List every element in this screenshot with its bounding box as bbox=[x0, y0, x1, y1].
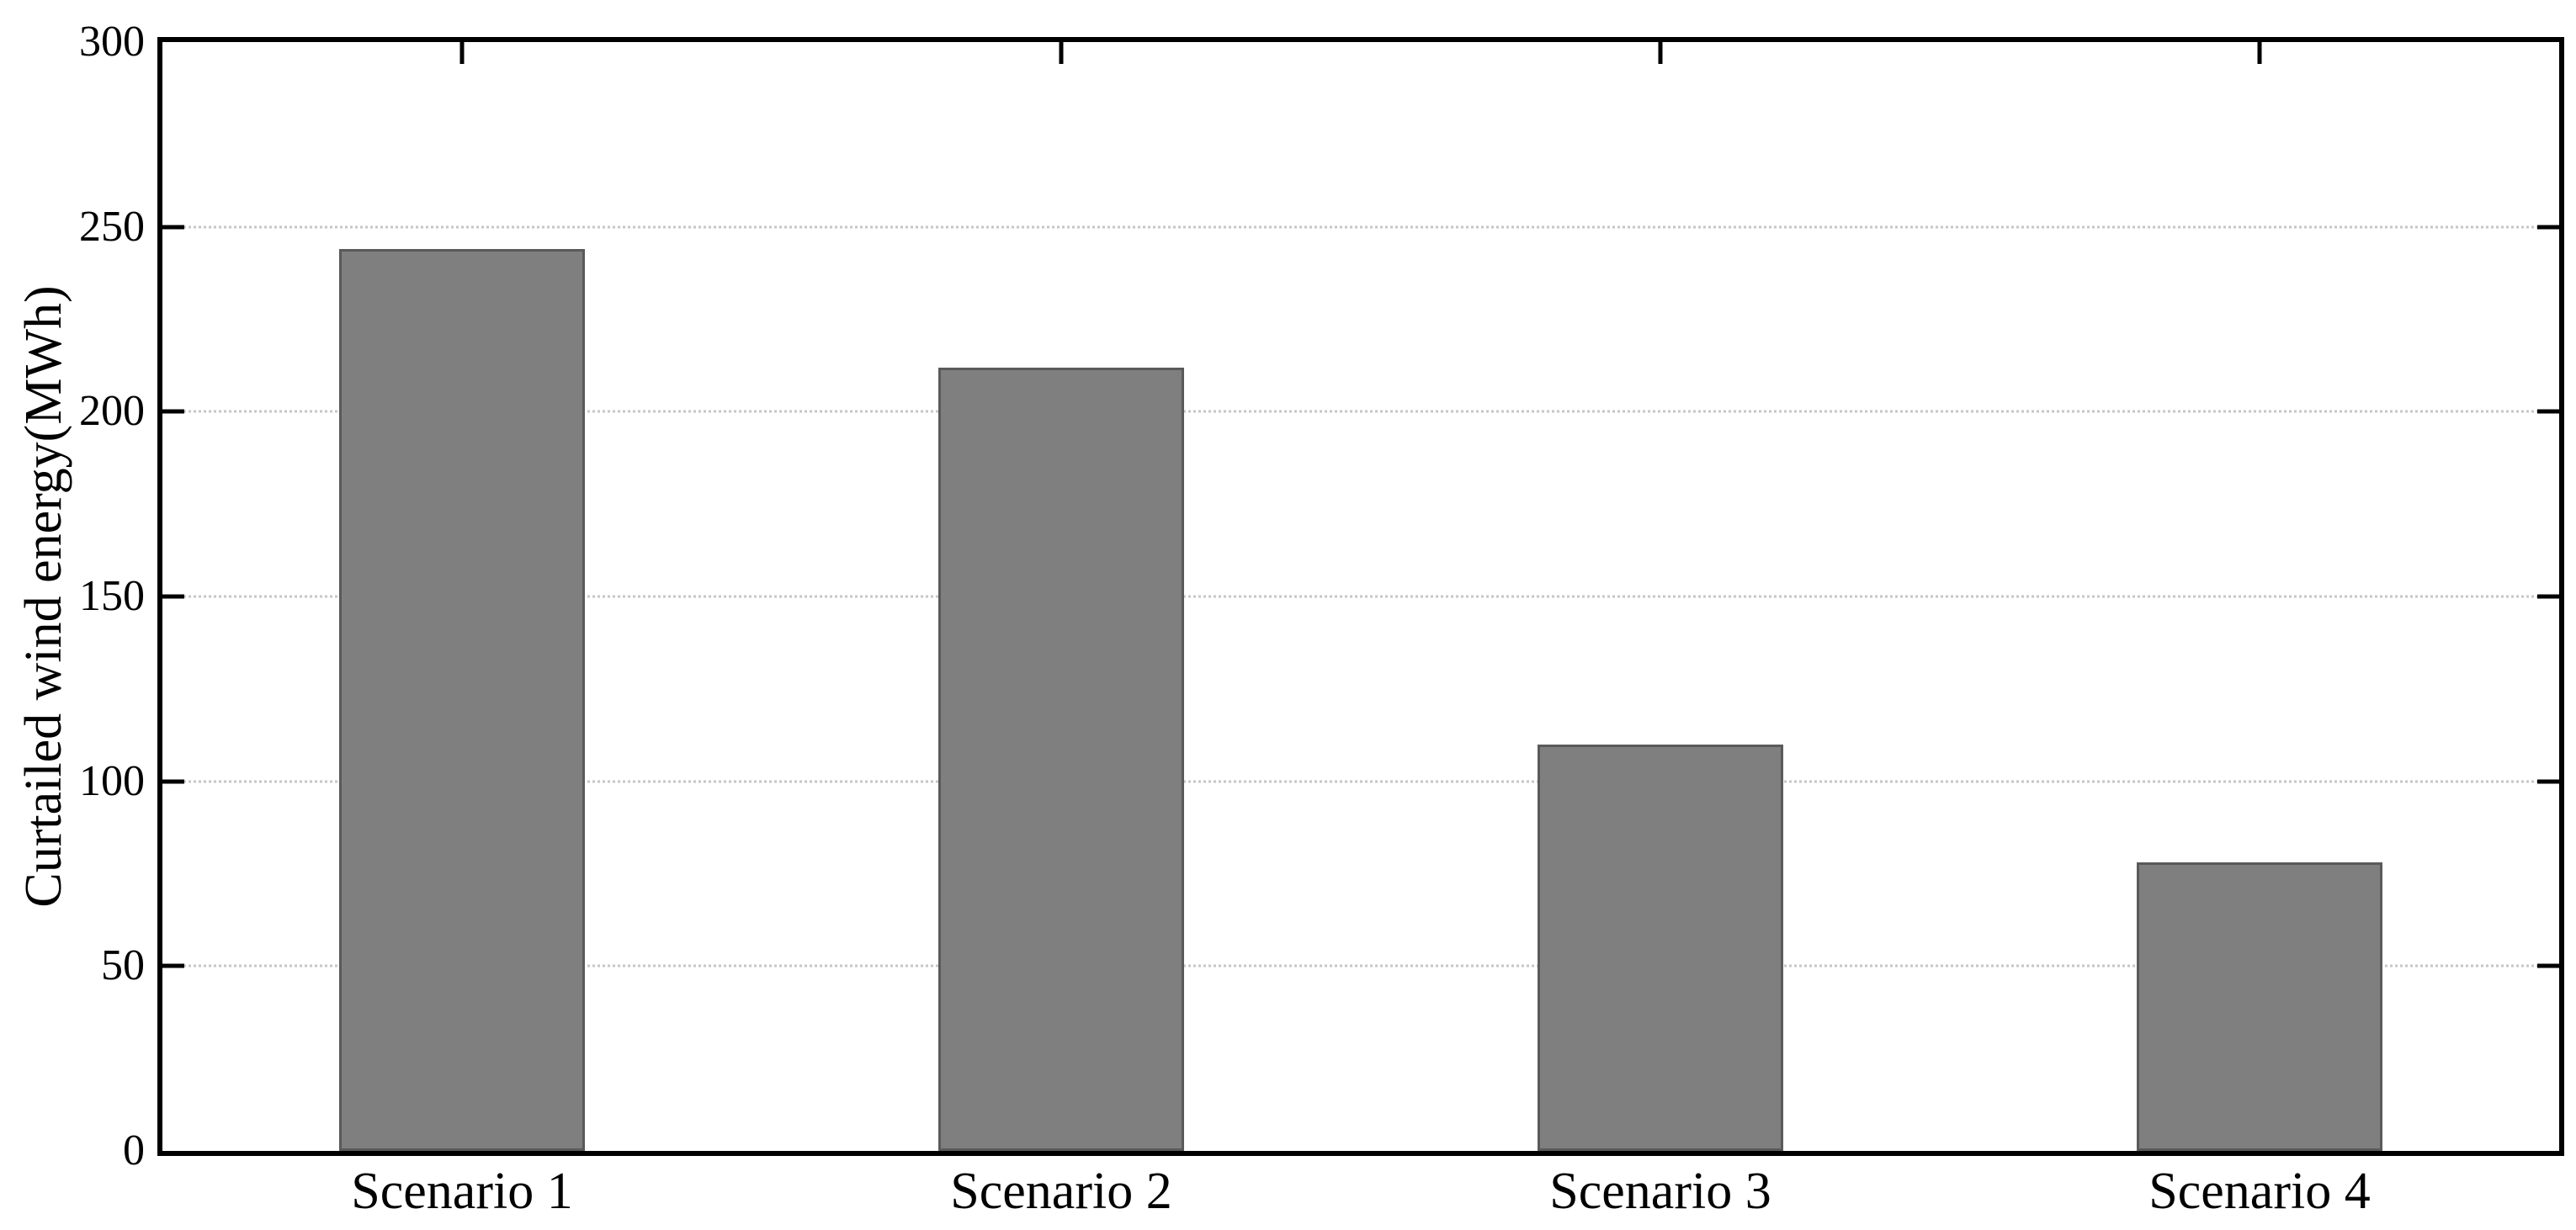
y-axis-tick-left bbox=[162, 225, 184, 230]
bar-scenario-2 bbox=[938, 367, 1184, 1151]
y-axis-tick-right bbox=[2537, 594, 2559, 599]
plot-area bbox=[157, 37, 2564, 1156]
y-axis-tick-right bbox=[2537, 409, 2559, 414]
x-axis-top-tick bbox=[1059, 42, 1064, 64]
x-category-label: Scenario 1 bbox=[351, 1163, 573, 1220]
y-axis-tick-left bbox=[162, 594, 184, 599]
x-category-label: Scenario 4 bbox=[2148, 1163, 2371, 1220]
y-tick-label: 0 bbox=[123, 1127, 145, 1174]
y-axis-tick-right bbox=[2537, 779, 2559, 784]
y-tick-label: 250 bbox=[79, 202, 145, 251]
bar-scenario-1 bbox=[339, 249, 585, 1151]
y-tick-label: 300 bbox=[79, 18, 145, 66]
gridline bbox=[162, 410, 2559, 413]
x-category-label: Scenario 3 bbox=[1549, 1163, 1771, 1220]
y-axis-tick-right bbox=[2537, 963, 2559, 968]
x-category-label: Scenario 2 bbox=[950, 1163, 1172, 1220]
y-axis-tick-left bbox=[162, 963, 184, 968]
gridline bbox=[162, 595, 2559, 598]
y-tick-label: 150 bbox=[79, 572, 145, 620]
x-axis-top-tick bbox=[1658, 42, 1663, 64]
gridline bbox=[162, 964, 2559, 968]
gridline bbox=[162, 225, 2559, 229]
gridline bbox=[162, 780, 2559, 783]
y-axis-tick-right bbox=[2537, 225, 2559, 230]
bar-scenario-3 bbox=[1538, 744, 1783, 1151]
y-axis-tick-left bbox=[162, 779, 184, 784]
y-tick-label: 100 bbox=[79, 756, 145, 805]
y-tick-label: 200 bbox=[79, 387, 145, 436]
bar-scenario-4 bbox=[2137, 862, 2382, 1151]
x-axis-top-tick bbox=[2257, 42, 2262, 64]
y-axis-tick-left bbox=[162, 409, 184, 414]
y-tick-label: 50 bbox=[101, 941, 145, 990]
x-axis-top-tick bbox=[459, 42, 465, 64]
